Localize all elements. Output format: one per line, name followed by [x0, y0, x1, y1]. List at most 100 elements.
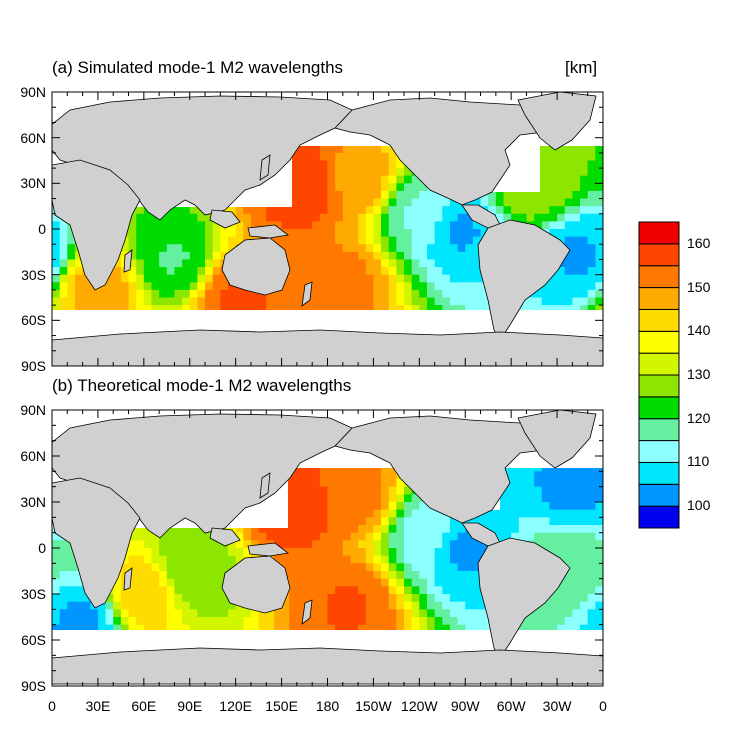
field-cell — [350, 168, 359, 177]
field-cell — [105, 601, 114, 610]
field-cell — [449, 609, 459, 618]
field-cell — [557, 221, 566, 230]
field-cell — [296, 609, 306, 618]
field-cell — [220, 563, 229, 572]
field-cell — [189, 548, 198, 557]
panel-a-ticks — [51, 91, 604, 367]
field-cell — [319, 479, 329, 488]
field-cell — [434, 586, 443, 595]
field-cell — [396, 221, 405, 230]
field-cell — [67, 297, 76, 306]
field-cell — [136, 251, 145, 261]
field-cell — [304, 267, 313, 276]
field-cell — [319, 289, 329, 299]
field-cell — [335, 213, 344, 222]
field-cell — [82, 274, 91, 283]
field-cell — [304, 213, 313, 222]
field-cell — [388, 213, 397, 222]
field-cell — [426, 525, 436, 534]
field-cell — [350, 297, 359, 306]
field-cell — [296, 525, 306, 534]
field-cell — [350, 609, 359, 618]
field-cell — [342, 486, 352, 495]
field-cell — [67, 571, 76, 580]
field-cell — [541, 221, 551, 230]
field-cell — [136, 601, 145, 610]
field-cell — [59, 601, 68, 610]
field-cell — [304, 274, 313, 283]
field-cell — [327, 221, 336, 230]
field-cell — [549, 229, 558, 238]
field-cell — [319, 586, 329, 595]
field-cell — [358, 517, 367, 526]
field-cell — [404, 297, 413, 306]
field-cell — [128, 555, 137, 564]
field-cell — [358, 305, 367, 314]
field-cell — [82, 289, 91, 299]
field-cell — [411, 221, 420, 230]
field-cell — [449, 555, 459, 564]
field-cell — [289, 305, 298, 314]
field-cell — [373, 555, 382, 564]
field-cell — [205, 532, 214, 541]
field-cell — [151, 251, 160, 261]
field-cell — [312, 274, 321, 283]
field-cell — [174, 525, 183, 534]
field-cell — [113, 274, 122, 283]
field-cell — [52, 601, 61, 610]
field-cell — [159, 609, 168, 618]
field-cell — [319, 145, 329, 154]
field-cell — [151, 548, 160, 557]
field-cell — [136, 221, 145, 230]
field-cell — [52, 548, 61, 557]
field-cell — [319, 152, 329, 162]
field-cell — [128, 251, 137, 261]
field-cell — [495, 509, 505, 518]
field-cell — [159, 601, 168, 610]
field-cell — [511, 525, 520, 534]
field-cell — [289, 274, 298, 283]
field-cell — [358, 152, 367, 162]
field-cell — [281, 624, 290, 633]
field-cell — [358, 617, 367, 626]
field-cell — [220, 617, 229, 626]
field-cell — [136, 532, 145, 541]
field-cell — [419, 236, 428, 245]
field-cell — [113, 259, 122, 268]
field-cell — [457, 540, 466, 549]
field-cell — [396, 282, 405, 291]
field-cell — [143, 586, 153, 595]
field-cell — [342, 190, 352, 200]
field-cell — [205, 586, 214, 595]
field-cell — [166, 297, 176, 306]
field-cell — [74, 267, 84, 276]
field-cell — [59, 555, 68, 564]
field-cell — [572, 274, 581, 283]
field-cell — [365, 571, 375, 580]
field-cell — [358, 190, 367, 200]
field-cell — [426, 305, 436, 314]
field-cell — [580, 282, 589, 291]
field-cell — [465, 517, 474, 526]
field-cell — [296, 594, 306, 603]
field-cell — [67, 244, 76, 253]
field-cell — [342, 555, 352, 564]
field-cell — [143, 609, 153, 618]
field-cell — [143, 213, 153, 222]
field-cell — [335, 145, 344, 154]
field-cell — [404, 213, 413, 222]
field-cell — [381, 282, 390, 291]
field-cell — [411, 267, 420, 276]
field-cell — [396, 175, 405, 184]
field-cell — [128, 221, 137, 230]
field-cell — [52, 586, 61, 595]
field-cell — [457, 267, 466, 276]
field-cell — [205, 259, 214, 268]
field-cell — [212, 601, 221, 610]
field-cell — [526, 471, 535, 480]
field-cell — [228, 236, 237, 245]
field-cell — [59, 563, 68, 572]
field-cell — [205, 289, 214, 299]
field-cell — [404, 540, 413, 549]
field-cell — [266, 525, 275, 534]
